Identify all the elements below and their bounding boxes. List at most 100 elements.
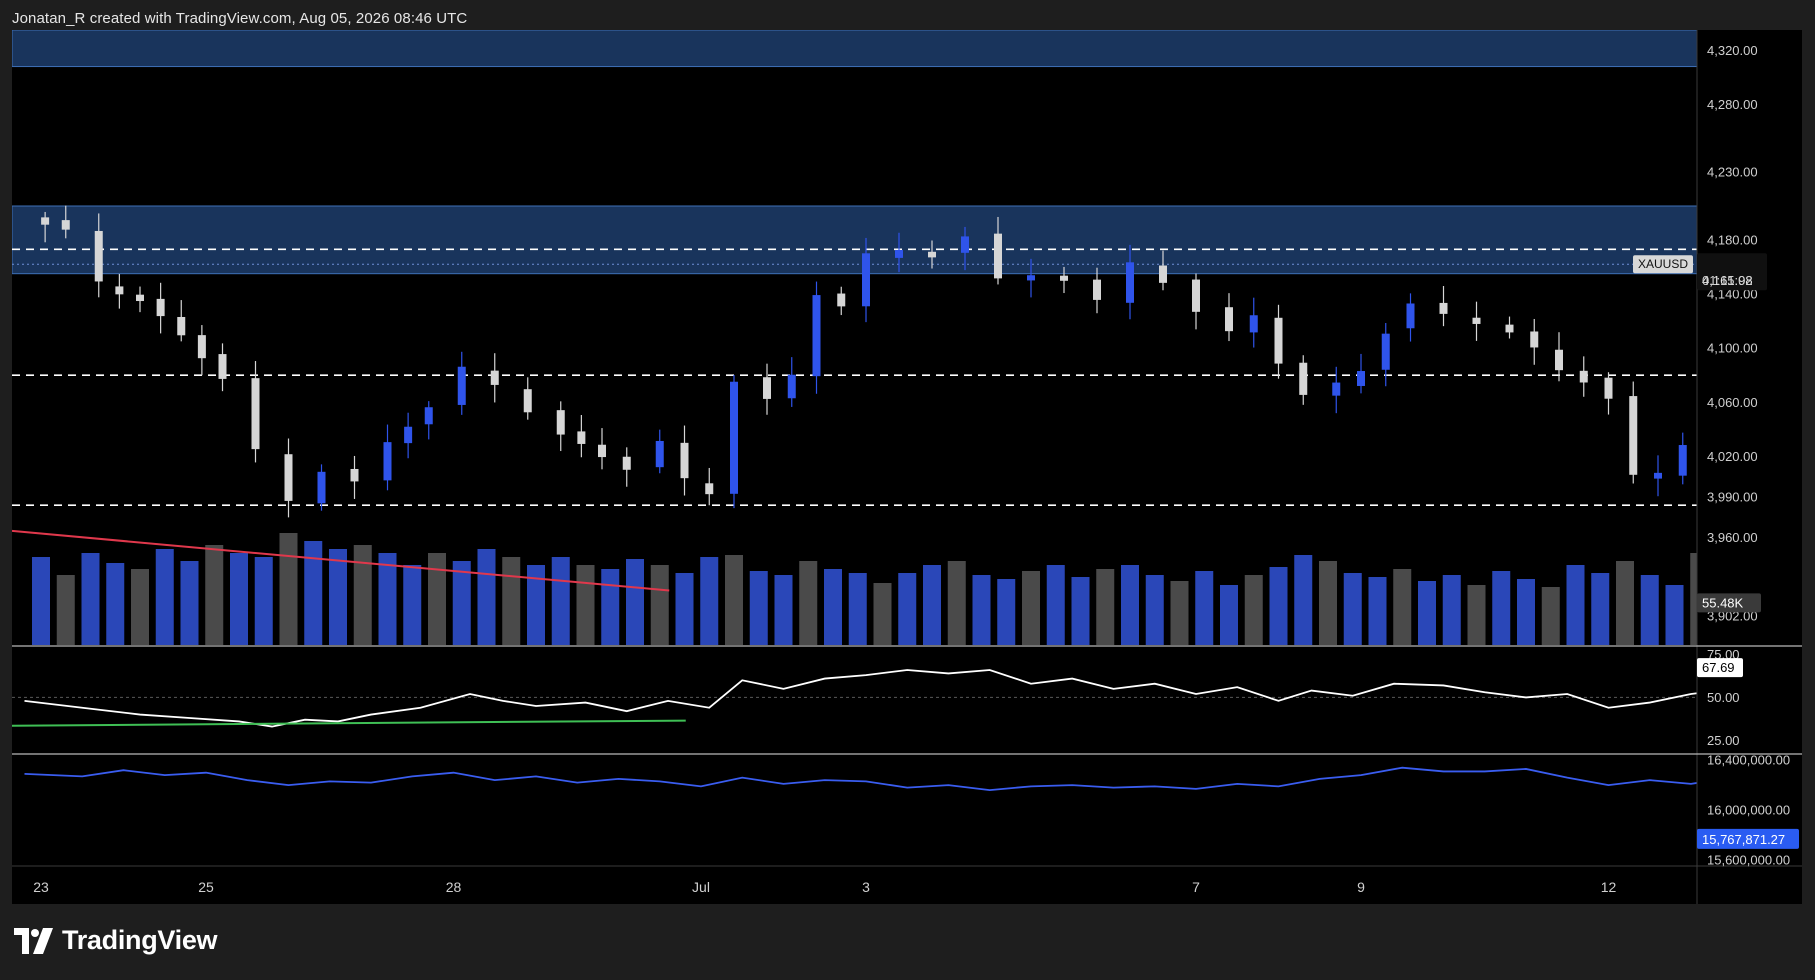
volume-bar bbox=[428, 553, 446, 645]
candle bbox=[577, 415, 586, 458]
candle bbox=[1192, 273, 1200, 330]
price-axis-label: 4,100.00 bbox=[1707, 341, 1758, 356]
obv-line[interactable] bbox=[24, 766, 1815, 849]
chart-attribution: Jonatan_R created with TradingView.com, … bbox=[12, 10, 468, 27]
time-axis-label: 3 bbox=[862, 879, 870, 895]
bearish-trendline[interactable] bbox=[12, 529, 670, 592]
volume-bar bbox=[774, 575, 793, 645]
candle bbox=[1604, 372, 1613, 415]
candle bbox=[424, 401, 433, 440]
volume-bar bbox=[230, 553, 248, 645]
candle bbox=[961, 226, 969, 271]
volume-bar bbox=[1517, 579, 1535, 645]
candle bbox=[61, 205, 70, 239]
volume-bar bbox=[304, 541, 323, 645]
rsi-line[interactable] bbox=[24, 663, 1815, 728]
time-axis-label: Jul bbox=[692, 879, 710, 895]
obv-value-badge: 15,767,871.27 bbox=[1697, 828, 1799, 849]
candle bbox=[490, 353, 499, 403]
candle bbox=[730, 374, 738, 509]
candle bbox=[1299, 355, 1308, 405]
candle bbox=[1060, 266, 1068, 294]
candle bbox=[197, 325, 206, 376]
candle bbox=[383, 424, 392, 491]
candle bbox=[115, 273, 124, 309]
volume-bar bbox=[205, 545, 224, 645]
price-axis-label: 3,990.00 bbox=[1707, 490, 1758, 505]
chart-background bbox=[12, 30, 1802, 904]
price-axis-label: 4,180.00 bbox=[1707, 232, 1758, 247]
candle bbox=[523, 377, 532, 420]
candle bbox=[317, 464, 326, 511]
volume-bar bbox=[923, 565, 941, 645]
volume-bar bbox=[32, 557, 50, 645]
candle bbox=[655, 429, 664, 474]
volume-bar bbox=[873, 583, 892, 645]
volume-bar bbox=[1616, 561, 1634, 645]
volume-bar bbox=[1145, 575, 1164, 645]
volume-bar bbox=[725, 555, 743, 645]
price-axis-label: 4,230.00 bbox=[1707, 165, 1758, 180]
candle bbox=[404, 412, 413, 459]
rsi-axis-label: 50.00 bbox=[1707, 690, 1740, 705]
volume-bar bbox=[452, 561, 471, 645]
tradingview-wordmark: TradingView bbox=[62, 925, 218, 955]
supply-zone-1[interactable] bbox=[12, 30, 1697, 68]
candle bbox=[1530, 318, 1539, 365]
supply-zone-2[interactable] bbox=[12, 205, 1697, 275]
candle bbox=[1225, 293, 1233, 342]
volume-bar bbox=[601, 569, 620, 645]
last-price-badge: 4,161.98 bbox=[1697, 253, 1767, 291]
volume-bar bbox=[576, 565, 595, 645]
candle bbox=[1093, 267, 1101, 314]
time-axis-label: 7 bbox=[1192, 879, 1200, 895]
volume-bar bbox=[1566, 565, 1585, 645]
volume-bar bbox=[898, 573, 917, 645]
volume-bar bbox=[626, 559, 644, 645]
volume-bar bbox=[1096, 569, 1115, 645]
price-axis-label: 4,060.00 bbox=[1707, 395, 1758, 410]
volume-bar bbox=[1442, 575, 1461, 645]
volume-bar bbox=[1046, 565, 1065, 645]
time-axis-label: 9 bbox=[1357, 879, 1365, 895]
candle bbox=[1332, 366, 1341, 414]
candle bbox=[457, 351, 466, 415]
volume-bar bbox=[997, 579, 1016, 645]
rsi-value-badge: 67.69 bbox=[1697, 658, 1743, 678]
price-chart[interactable]: 4,320.00 4,280.00 4,230.00 4,180.00 4,140.00… bbox=[0, 0, 1815, 910]
candle bbox=[787, 357, 796, 407]
candle bbox=[156, 282, 165, 334]
volume-bar bbox=[1319, 561, 1337, 645]
candle bbox=[1274, 304, 1283, 379]
obv-axis-label: 16,400,000.00 bbox=[1707, 753, 1790, 768]
candle bbox=[350, 455, 359, 499]
volume-bar bbox=[1022, 571, 1040, 645]
candle bbox=[1579, 356, 1588, 397]
volume-bar bbox=[675, 573, 694, 645]
volume-bar bbox=[279, 533, 298, 645]
volume-bar bbox=[972, 575, 991, 645]
volume-badge: 55.48K bbox=[1697, 593, 1761, 613]
candle bbox=[598, 428, 606, 470]
volume-bar bbox=[1467, 585, 1486, 645]
candle bbox=[928, 240, 936, 269]
rsi-bullish-trendline[interactable] bbox=[12, 719, 686, 727]
obv-axis-label: 15,600,000.00 bbox=[1707, 852, 1790, 867]
volume-bar bbox=[155, 549, 174, 645]
candle bbox=[1126, 244, 1134, 320]
volume-bar bbox=[824, 569, 842, 645]
time-axis-label: 25 bbox=[198, 879, 214, 895]
tradingview-brand[interactable]: TradingView bbox=[14, 925, 218, 956]
candle bbox=[218, 343, 227, 392]
symbol-badge: XAUUSD bbox=[1633, 255, 1693, 274]
volume-bar bbox=[1665, 585, 1684, 645]
candle bbox=[251, 361, 260, 463]
candle bbox=[895, 232, 903, 273]
volume-bar bbox=[477, 549, 496, 645]
volume-bar bbox=[106, 563, 125, 645]
volume-bar bbox=[403, 565, 422, 645]
price-axis-label: 3,902.00 bbox=[1707, 609, 1758, 624]
candle bbox=[1159, 250, 1167, 291]
volume-bar bbox=[1071, 577, 1090, 645]
candle bbox=[1406, 293, 1415, 342]
